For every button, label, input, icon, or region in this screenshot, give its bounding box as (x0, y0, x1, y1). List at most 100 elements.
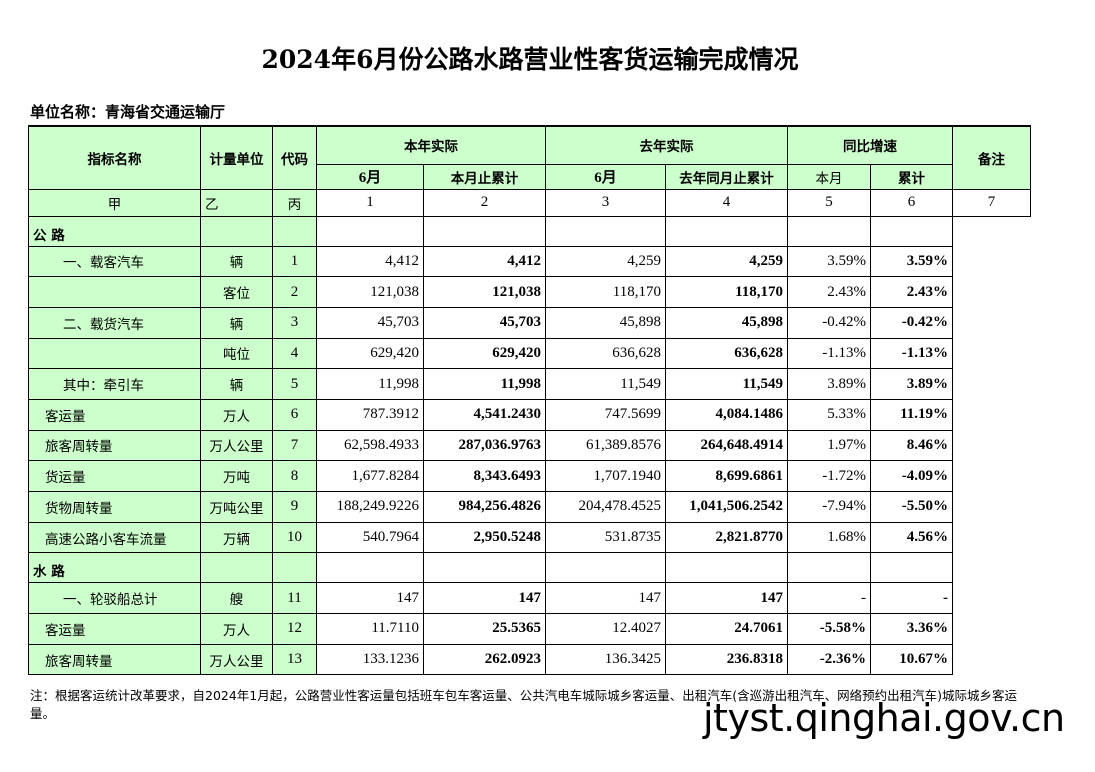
ly-month-value: 531.8735 (545, 521, 666, 554)
indicator-name: 一、载客汽车 (28, 245, 201, 278)
yoy-cum-value: 8.46% (870, 429, 953, 462)
header-ly-cum: 去年同月止累计 (665, 163, 788, 190)
value-cell (423, 552, 546, 584)
remark-cell (952, 613, 1031, 645)
value-cell (870, 552, 953, 584)
index-cell: 甲 (28, 188, 201, 217)
remark-cell (952, 276, 1031, 308)
value-cell (545, 552, 666, 584)
section-row: 公 路 (28, 215, 1031, 247)
ly-cum-value: 4,084.1486 (665, 398, 788, 431)
ty-cum-value: 8,343.6493 (423, 460, 546, 492)
ly-cum-value: 636,628 (665, 337, 788, 370)
unit-cell: 万人 (200, 398, 273, 431)
ty-month-value: 11.7110 (316, 613, 424, 645)
table-row: 客运量 万人 12 11.7110 25.5365 12.4027 24.7061 -5.58… (28, 613, 1031, 645)
ly-month-value: 204,478.4525 (545, 491, 666, 523)
value-cell (316, 552, 424, 584)
code-cell (272, 552, 317, 584)
index-cell: 乙 (200, 188, 273, 217)
unit-cell: 吨位 (200, 337, 273, 370)
yoy-cum-value: 2.43% (870, 276, 953, 308)
header-yoy: 同比增速 (787, 125, 953, 165)
value-cell (423, 215, 546, 247)
value-cell (316, 215, 424, 247)
ty-month-value: 787.3912 (316, 398, 424, 431)
remark-cell (952, 522, 1031, 553)
table-row: 旅客周转量 万人公里 7 62,598.4933 287,036.9763 61,389.… (28, 429, 1031, 462)
header-yoy-month: 本月 (787, 163, 871, 190)
yoy-month-value: 3.89% (787, 368, 871, 400)
ty-month-value: 121,038 (316, 276, 424, 308)
ly-cum-value: 24.7061 (665, 613, 788, 645)
code-cell: 4 (272, 337, 317, 370)
yoy-cum-value: 11.19% (870, 398, 953, 431)
value-cell (665, 552, 788, 584)
ly-month-value: 747.5699 (545, 398, 666, 431)
ty-month-value: 62,598.4933 (316, 429, 424, 462)
indicator-name: 其中：牵引车 (28, 368, 201, 400)
remark-cell (952, 582, 1031, 614)
indicator-name: 高速公路小客车流量 (28, 521, 201, 554)
unit-cell: 艘 (200, 582, 273, 615)
unit-cell: 辆 (200, 306, 273, 339)
header-unit: 计量单位 (200, 125, 273, 190)
header-remark: 备注 (952, 125, 1031, 190)
ly-month-value: 147 (545, 582, 666, 615)
ty-cum-value: 2,950.5248 (423, 521, 546, 554)
yoy-month-value: 1.97% (787, 429, 871, 462)
section-label: 水 路 (28, 552, 201, 584)
code-cell: 3 (272, 306, 317, 339)
yoy-cum-value: 3.59% (870, 245, 953, 278)
remark-cell (952, 216, 1031, 246)
ty-cum-value: 25.5365 (423, 613, 546, 645)
ty-month-value: 1,677.8284 (316, 460, 424, 492)
indicator-name: 二、载货汽车 (28, 306, 201, 339)
ly-cum-value: 1,041,506.2542 (665, 491, 788, 523)
ty-month-value: 147 (316, 582, 424, 615)
table-row: 二、载货汽车辆 3 45,703 45,703 45,898 45,898 -0.42% -0… (28, 306, 1031, 339)
section-row: 水 路 (28, 552, 1031, 584)
yoy-month-value: 3.59% (787, 245, 871, 278)
ty-cum-value: 4,541.2430 (423, 398, 546, 431)
code-cell: 11 (272, 582, 317, 615)
yoy-cum-value: -0.42% (870, 306, 953, 339)
remark-cell (952, 246, 1031, 277)
ly-month-value: 136.3425 (545, 643, 666, 676)
indicator-name: 旅客周转量 (28, 643, 201, 676)
yoy-month-value: 2.43% (787, 276, 871, 308)
indicator-name: 客运量 (28, 398, 201, 431)
ly-month-value: 118,170 (545, 276, 666, 308)
section-label: 公 路 (28, 215, 201, 247)
ty-cum-value: 287,036.9763 (423, 429, 546, 462)
code-cell: 12 (272, 613, 317, 645)
statistics-table: 指标名称 计量单位 代码 本年实际 去年实际 同比增速 备注 6月 本月止累计 … (28, 125, 1031, 676)
remark-cell (952, 430, 1031, 461)
ty-cum-value: 11,998 (423, 368, 546, 400)
header-last-year: 去年实际 (545, 125, 788, 165)
header-yoy-cum: 累计 (870, 163, 953, 190)
header-this-year: 本年实际 (316, 125, 546, 165)
yoy-month-value: -5.58% (787, 613, 871, 645)
ly-month-value: 636,628 (545, 337, 666, 370)
ty-month-value: 11,998 (316, 368, 424, 400)
unit-cell: 万人公里 (200, 429, 273, 462)
table-row: 其中：牵引车辆 5 11,998 11,998 11,549 11,549 3.89% 3.8… (28, 368, 1031, 400)
value-cell (665, 215, 788, 247)
header-ly-month: 6月 (545, 163, 666, 190)
indicator-name: 客运量 (28, 613, 201, 645)
code-cell: 5 (272, 368, 317, 400)
unit-cell: 辆 (200, 245, 273, 278)
ty-cum-value: 121,038 (423, 276, 546, 308)
indicator-name: 货运量 (28, 460, 201, 492)
yoy-cum-value: -5.50% (870, 491, 953, 523)
yoy-month-value: 5.33% (787, 398, 871, 431)
ly-month-value: 12.4027 (545, 613, 666, 645)
table-row: 一、载客汽车辆 1 4,412 4,412 4,259 4,259 3.59% 3.59% (28, 245, 1031, 278)
ly-cum-value: 2,821.8770 (665, 521, 788, 554)
table-row: 客运量 万人 6 787.3912 4,541.2430 747.5699 4,084.14… (28, 398, 1031, 431)
unit-cell: 万吨 (200, 460, 273, 492)
code-cell: 10 (272, 521, 317, 554)
code-cell: 2 (272, 276, 317, 308)
footnote: 注：根据客运统计改革要求，自2024年1月起，公路营业性客运量包括班车包车客运量… (30, 688, 1018, 721)
